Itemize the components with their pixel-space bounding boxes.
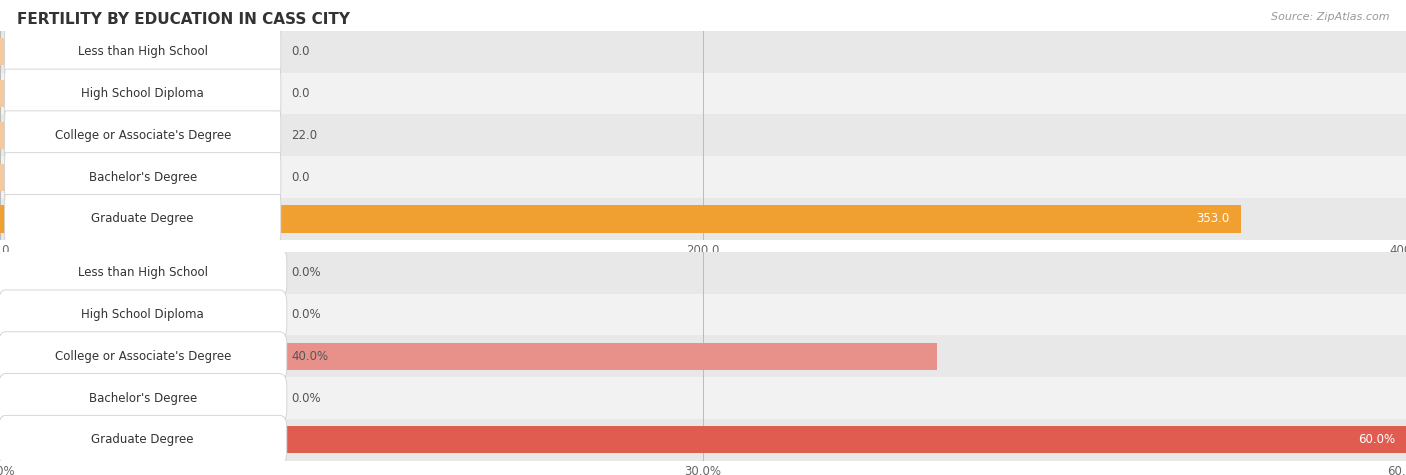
Bar	[0, 205, 1241, 233]
Text: 0.0: 0.0	[291, 171, 309, 184]
FancyBboxPatch shape	[4, 111, 281, 160]
Bar	[0, 335, 1406, 377]
FancyBboxPatch shape	[0, 332, 287, 381]
Text: College or Associate's Degree: College or Associate's Degree	[55, 129, 231, 142]
Bar	[0, 294, 1406, 335]
Bar	[0, 122, 77, 149]
Bar	[0, 80, 11, 107]
Bar	[0, 419, 1406, 461]
FancyBboxPatch shape	[0, 415, 287, 465]
Text: 40.0%: 40.0%	[291, 350, 328, 363]
Bar	[0, 377, 1406, 419]
FancyBboxPatch shape	[0, 373, 287, 423]
Text: High School Diploma: High School Diploma	[82, 308, 204, 321]
Bar	[0, 342, 938, 370]
Bar	[0, 31, 1406, 73]
FancyBboxPatch shape	[4, 69, 281, 118]
Bar	[0, 259, 11, 286]
FancyBboxPatch shape	[4, 152, 281, 202]
Bar	[0, 426, 1406, 454]
Text: 0.0: 0.0	[291, 45, 309, 58]
Text: High School Diploma: High School Diploma	[82, 87, 204, 100]
Bar	[0, 156, 1406, 198]
Text: Less than High School: Less than High School	[77, 45, 208, 58]
Text: Source: ZipAtlas.com: Source: ZipAtlas.com	[1271, 12, 1389, 22]
Bar	[0, 301, 11, 328]
Text: 60.0%: 60.0%	[1358, 433, 1395, 446]
Bar	[0, 73, 1406, 114]
Text: 0.0%: 0.0%	[291, 266, 321, 279]
Bar	[0, 384, 11, 412]
Bar	[0, 163, 11, 191]
Text: 0.0%: 0.0%	[291, 391, 321, 405]
Text: Less than High School: Less than High School	[77, 266, 208, 279]
Text: College or Associate's Degree: College or Associate's Degree	[55, 350, 231, 363]
Bar	[0, 198, 1406, 240]
Text: FERTILITY BY EDUCATION IN CASS CITY: FERTILITY BY EDUCATION IN CASS CITY	[17, 12, 350, 27]
Bar	[0, 252, 1406, 294]
FancyBboxPatch shape	[0, 248, 287, 297]
Bar	[0, 38, 11, 66]
Text: Graduate Degree: Graduate Degree	[91, 433, 194, 446]
FancyBboxPatch shape	[4, 27, 281, 76]
Text: Bachelor's Degree: Bachelor's Degree	[89, 391, 197, 405]
Text: 0.0%: 0.0%	[291, 308, 321, 321]
Text: 22.0: 22.0	[291, 129, 318, 142]
Bar	[0, 114, 1406, 156]
Text: 353.0: 353.0	[1197, 212, 1229, 226]
FancyBboxPatch shape	[0, 290, 287, 339]
Text: 0.0: 0.0	[291, 87, 309, 100]
Text: Graduate Degree: Graduate Degree	[91, 212, 194, 226]
FancyBboxPatch shape	[4, 194, 281, 244]
Text: Bachelor's Degree: Bachelor's Degree	[89, 171, 197, 184]
